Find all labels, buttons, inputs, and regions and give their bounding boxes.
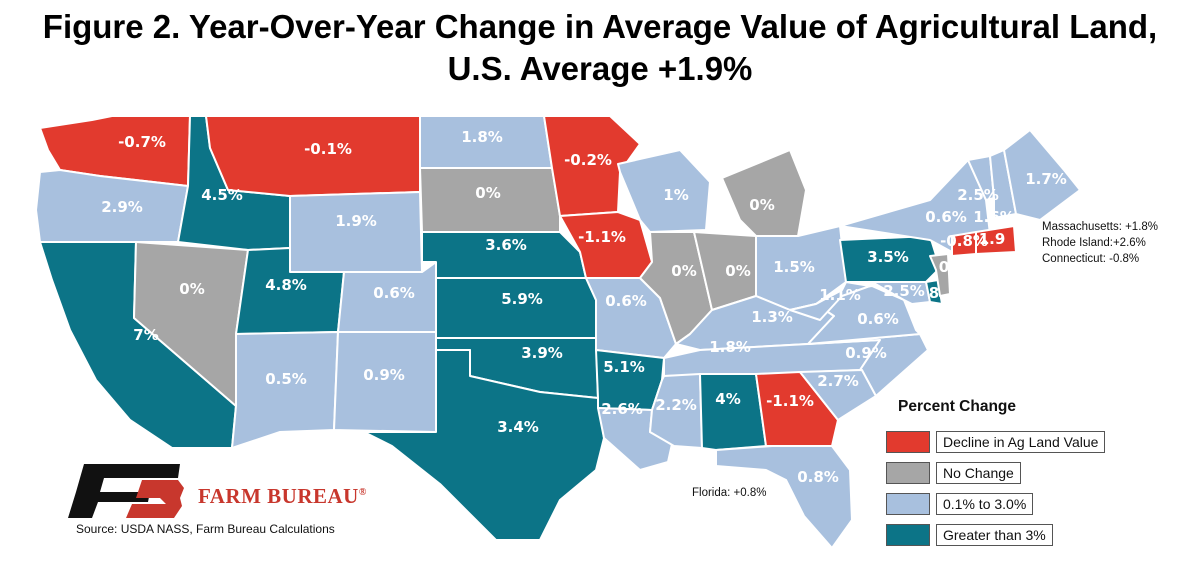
- states-layer: [35, 115, 1081, 549]
- state-label-utah: 4.8%: [265, 276, 307, 294]
- state-wyoming: [289, 191, 423, 273]
- state-north-carolina: [807, 333, 929, 397]
- state-label-north-carolina: 0.9%: [845, 344, 887, 362]
- state-arizona: [231, 331, 339, 449]
- state-maine: [1003, 129, 1081, 221]
- title-line-2: U.S. Average +1.9%: [447, 50, 753, 87]
- state-kansas: [435, 277, 597, 339]
- farm-bureau-wordmark: FARM BUREAU®: [198, 484, 367, 508]
- legend-swatch: [886, 524, 930, 546]
- legend-item-decline: Decline in Ag Land Value: [886, 430, 1186, 454]
- legend-item-low: 0.1% to 3.0%: [886, 492, 1186, 516]
- state-minnesota: [543, 115, 641, 217]
- state-label-new-jersey: 0: [939, 258, 949, 276]
- state-new-jersey: [929, 253, 951, 297]
- state-label-louisiana: 2.6%: [601, 400, 643, 418]
- legend-label: Decline in Ag Land Value: [936, 431, 1106, 453]
- state-label-arizona: 0.5%: [265, 370, 307, 388]
- state-label-texas: 3.4%: [497, 418, 539, 436]
- state-rhode-island: [975, 225, 1017, 255]
- map-title: Figure 2. Year-Over-Year Change in Avera…: [0, 6, 1200, 90]
- state-label-wyoming: 1.9%: [335, 212, 377, 230]
- state-label-oklahoma: 3.9%: [521, 344, 563, 362]
- state-west-virginia: [789, 281, 871, 321]
- legend-label: Greater than 3%: [936, 524, 1053, 546]
- note-massachusetts: Massachusetts: +1.8%: [1042, 221, 1158, 233]
- state-label-minnesota: -0.2%: [564, 151, 612, 169]
- state-label-wisconsin: 1%: [663, 186, 688, 204]
- state-label-michigan: 0%: [749, 196, 774, 214]
- legend-title: Percent Change: [898, 398, 1017, 415]
- legend-label: No Change: [936, 462, 1021, 484]
- note-connecticut: Connecticut: -0.8%: [1042, 253, 1139, 265]
- state-label-idaho: 4.5%: [201, 186, 243, 204]
- state-labels-layer: -0.7% 2.9% 7% 4.5% 0% -0.1% 1.9% 4.8% 0.5% 0.6% 0.…: [101, 128, 1067, 486]
- state-label-iowa: -1.1%: [578, 228, 626, 246]
- state-label-maine: 1.7%: [1025, 170, 1067, 188]
- state-label-alabama: 4%: [715, 390, 740, 408]
- legend-label: 0.1% to 3.0%: [936, 493, 1034, 515]
- state-label-delaware: 8: [929, 284, 939, 302]
- state-maryland: [871, 281, 931, 305]
- state-label-tennessee: 1.8%: [709, 338, 751, 356]
- state-michigan: [721, 149, 807, 237]
- state-label-indiana: 0%: [725, 262, 750, 280]
- legend-swatch: [886, 493, 930, 515]
- state-new-york: [839, 159, 991, 253]
- state-label-nevada: 0%: [179, 280, 204, 298]
- state-florida: [715, 445, 853, 549]
- state-south-dakota: [419, 167, 561, 233]
- state-label-georgia: -1.1%: [766, 392, 814, 410]
- legend-item-no-change: No Change: [886, 461, 1186, 485]
- state-alabama: [699, 373, 767, 451]
- farm-bureau-logo: FARM BUREAU®: [62, 462, 402, 522]
- legend-swatch: [886, 462, 930, 484]
- state-label-nebraska: 3.6%: [485, 236, 527, 254]
- state-label-illinois: 0%: [671, 262, 696, 280]
- state-texas: [363, 349, 605, 541]
- state-label-new-york: 0.6%: [925, 208, 967, 226]
- state-label-kansas: 5.9%: [501, 290, 543, 308]
- note-rhode-island: Rhode Island:+2.6%: [1042, 237, 1146, 249]
- notes-layer: Massachusetts: +1.8% Rhode Island:+2.6% …: [692, 221, 1158, 499]
- state-label-mississippi: 2.2%: [655, 396, 697, 414]
- state-label-west-virginia: 1.1%: [819, 286, 861, 304]
- legend-items: Decline in Ag Land Value No Change 0.1% to…: [886, 430, 1186, 547]
- state-label-washington: -0.7%: [118, 133, 166, 151]
- state-label-kentucky: 1.3%: [751, 308, 793, 326]
- state-label-north-dakota: 1.8%: [461, 128, 503, 146]
- state-label-new-hampshire: 1.6%: [973, 208, 1015, 226]
- state-label-colorado: 0.6%: [373, 284, 415, 302]
- state-label-rhode-island: 1.9: [979, 230, 1006, 248]
- state-label-ohio: 1.5%: [773, 258, 815, 276]
- state-label-vermont: 2.5%: [957, 186, 999, 204]
- state-label-new-mexico: 0.9%: [363, 366, 405, 384]
- state-label-california: 7%: [133, 326, 158, 344]
- state-label-florida: 0.8%: [797, 468, 839, 486]
- source-note: Source: USDA NASS, Farm Bureau Calculati…: [76, 522, 335, 536]
- title-line-1: Figure 2. Year-Over-Year Change in Avera…: [42, 8, 1158, 45]
- legend: Percent Change Decline in Ag Land Value N…: [886, 398, 1186, 554]
- state-label-virginia: 0.6%: [857, 310, 899, 328]
- state-label-maryland: 2.5%: [883, 282, 925, 300]
- state-label-missouri: 0.6%: [605, 292, 647, 310]
- state-label-connecticut: -0.8%: [940, 232, 988, 250]
- state-label-arkansas: 5.1%: [603, 358, 645, 376]
- note-florida: Florida: +0.8%: [692, 487, 766, 499]
- state-new-hampshire: [989, 149, 1017, 219]
- state-label-pennsylvania: 3.5%: [867, 248, 909, 266]
- state-label-oregon: 2.9%: [101, 198, 143, 216]
- state-label-south-carolina: 2.7%: [817, 372, 859, 390]
- legend-item-high: Greater than 3%: [886, 523, 1186, 547]
- state-label-south-dakota: 0%: [475, 184, 500, 202]
- legend-swatch: [886, 431, 930, 453]
- state-label-montana: -0.1%: [304, 140, 352, 158]
- farm-bureau-emblem-icon: [68, 464, 184, 518]
